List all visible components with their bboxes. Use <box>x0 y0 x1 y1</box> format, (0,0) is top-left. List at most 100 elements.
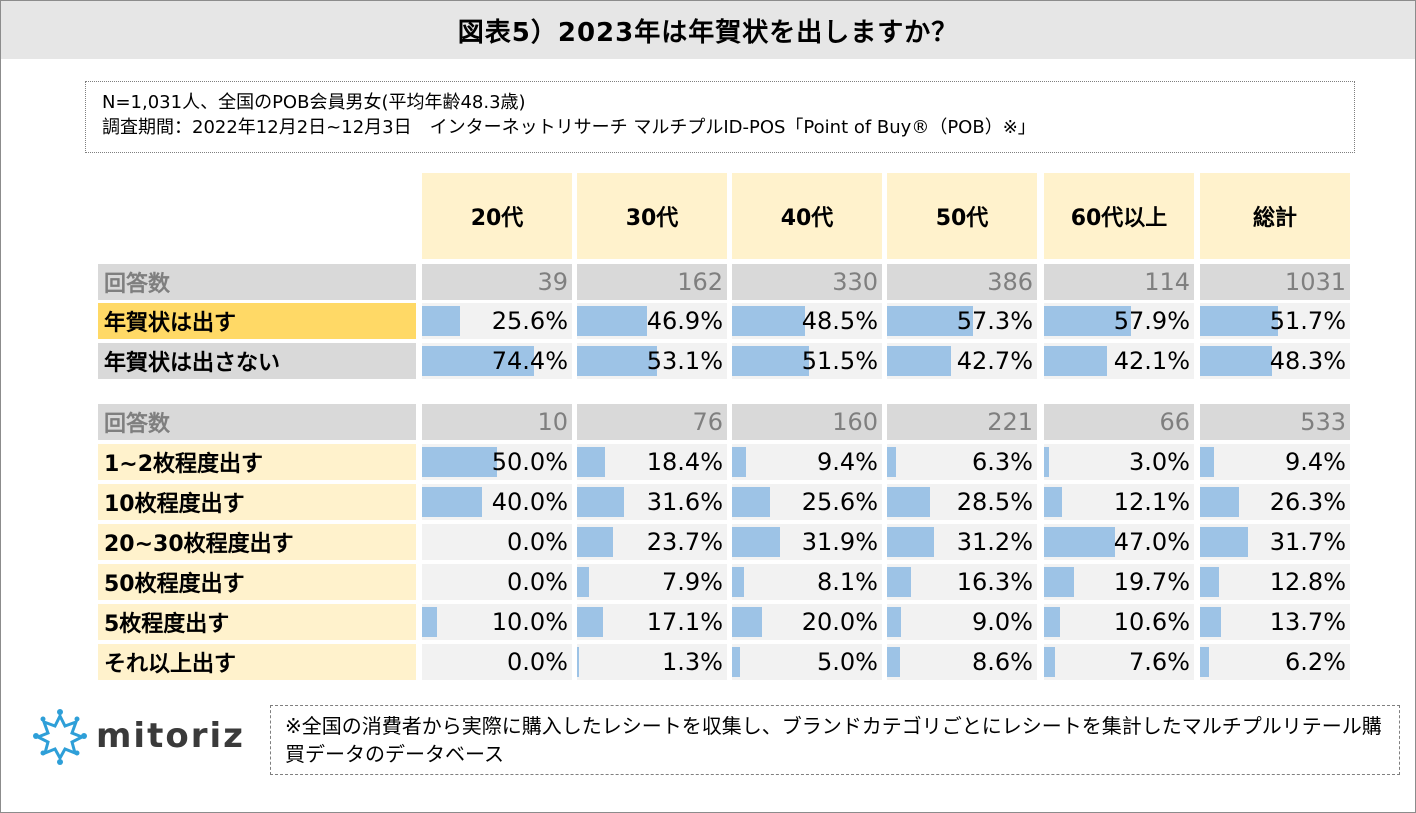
survey-info-box: N=1,031人、全国のPOB会員男女(平均年齢48.3歳) 調査期間：2022… <box>85 81 1355 153</box>
value-text: 5.0% <box>817 648 878 676</box>
value-bar <box>1200 306 1278 336</box>
count-cell: 66 <box>1044 404 1194 440</box>
mitoriz-logo-text: mitoriz <box>96 716 245 756</box>
value-cell: 31.7% <box>1200 524 1350 560</box>
value-text: 7.9% <box>662 568 723 596</box>
value-cell: 48.3% <box>1200 343 1350 379</box>
value-bar <box>887 447 897 477</box>
value-bar <box>577 346 657 376</box>
value-cell: 25.6% <box>732 484 882 520</box>
count-label: 回答数 <box>98 404 416 440</box>
value-cell: 19.7% <box>1044 564 1194 600</box>
value-bar <box>1044 447 1049 477</box>
value-text: 53.1% <box>646 347 723 375</box>
value-cell: 16.3% <box>887 564 1037 600</box>
value-bar <box>422 487 482 517</box>
value-cell: 12.1% <box>1044 484 1194 520</box>
value-bar <box>732 346 810 376</box>
value-bar <box>1200 527 1248 557</box>
value-cell: 8.1% <box>732 564 882 600</box>
value-text: 51.5% <box>801 347 878 375</box>
column-header: 20代 <box>422 173 572 259</box>
value-bar <box>732 567 745 597</box>
value-cell: 18.4% <box>577 444 727 480</box>
value-cell: 51.7% <box>1200 303 1350 339</box>
value-cell: 47.0% <box>1044 524 1194 560</box>
value-text: 10.6% <box>1113 608 1190 636</box>
value-bar <box>1200 607 1221 637</box>
value-text: 46.9% <box>646 307 723 335</box>
value-bar <box>887 647 900 677</box>
value-bar <box>732 607 762 637</box>
value-text: 20.0% <box>801 608 878 636</box>
value-cell: 23.7% <box>577 524 727 560</box>
value-bar <box>732 447 747 477</box>
value-text: 40.0% <box>491 488 568 516</box>
count-cell: 160 <box>732 404 882 440</box>
value-text: 9.4% <box>817 448 878 476</box>
value-bar <box>732 487 771 517</box>
value-cell: 6.3% <box>887 444 1037 480</box>
column-header: 総計 <box>1200 173 1350 259</box>
value-text: 16.3% <box>956 568 1033 596</box>
value-text: 57.9% <box>1113 307 1190 335</box>
value-bar <box>887 527 934 557</box>
value-cell: 31.6% <box>577 484 727 520</box>
value-bar <box>1044 567 1074 597</box>
value-text: 7.6% <box>1129 648 1190 676</box>
value-cell: 7.9% <box>577 564 727 600</box>
value-cell: 25.6% <box>422 303 572 339</box>
value-cell: 6.2% <box>1200 644 1350 680</box>
value-bar <box>887 306 973 336</box>
value-cell: 48.5% <box>732 303 882 339</box>
value-text: 42.7% <box>956 347 1033 375</box>
column-header: 60代以上 <box>1044 173 1194 259</box>
mitoriz-logo-icon <box>33 709 87 765</box>
column-header: 40代 <box>732 173 882 259</box>
title-bar: 図表5）2023年は年賀状を出しますか？ <box>1 1 1415 59</box>
value-text: 74.4% <box>491 347 568 375</box>
row-label: 10枚程度出す <box>98 484 416 520</box>
value-text: 1.3% <box>662 648 723 676</box>
value-text: 51.7% <box>1269 307 1346 335</box>
value-text: 25.6% <box>491 307 568 335</box>
value-cell: 9.4% <box>732 444 882 480</box>
value-text: 18.4% <box>646 448 723 476</box>
value-text: 23.7% <box>646 528 723 556</box>
value-bar <box>577 607 603 637</box>
row-label: 20~30枚程度出す <box>98 524 416 560</box>
value-bar <box>577 567 589 597</box>
value-cell: 17.1% <box>577 604 727 640</box>
value-text: 31.9% <box>801 528 878 556</box>
value-text: 48.5% <box>801 307 878 335</box>
page-title: 図表5）2023年は年賀状を出しますか？ <box>457 17 959 48</box>
value-text: 12.8% <box>1269 568 1346 596</box>
value-bar <box>1044 306 1131 336</box>
value-bar <box>577 487 625 517</box>
footnote-text: ※全国の消費者から実際に購入したレシートを収集し、ブランドカテゴリごとにレシート… <box>285 714 1382 766</box>
value-bar <box>577 527 613 557</box>
value-text: 6.2% <box>1285 648 1346 676</box>
value-cell: 20.0% <box>732 604 882 640</box>
value-text: 31.2% <box>956 528 1033 556</box>
value-cell: 0.0% <box>422 524 572 560</box>
row-label: 年賀状は出さない <box>98 343 416 379</box>
value-text: 9.0% <box>972 608 1033 636</box>
value-text: 47.0% <box>1113 528 1190 556</box>
value-text: 28.5% <box>956 488 1033 516</box>
value-cell: 51.5% <box>732 343 882 379</box>
value-bar <box>422 607 437 637</box>
value-text: 25.6% <box>801 488 878 516</box>
value-bar <box>577 447 605 477</box>
value-bar <box>887 346 952 376</box>
value-bar <box>1044 346 1108 376</box>
value-text: 31.7% <box>1269 528 1346 556</box>
value-cell: 46.9% <box>577 303 727 339</box>
value-bar <box>422 447 497 477</box>
value-cell: 5.0% <box>732 644 882 680</box>
value-text: 48.3% <box>1269 347 1346 375</box>
count-label: 回答数 <box>98 264 416 300</box>
value-text: 0.0% <box>507 528 568 556</box>
count-cell: 162 <box>577 264 727 300</box>
count-cell: 39 <box>422 264 572 300</box>
